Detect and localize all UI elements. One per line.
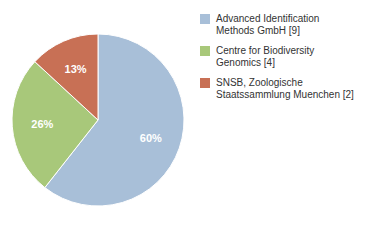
legend-label-line: Advanced Identification xyxy=(216,13,319,24)
data-label: 60% xyxy=(140,132,162,144)
legend-label-line: Methods GmbH [9] xyxy=(216,25,300,36)
legend: Advanced IdentificationMethods GmbH [9] C… xyxy=(200,13,354,100)
legend-label-line: Genomics [4] xyxy=(216,57,275,68)
legend-item: Centre for BiodiversityGenomics [4] xyxy=(200,45,314,68)
legend-label-line: Staatssammlung Muenchen [2] xyxy=(216,89,354,100)
legend-label: Advanced IdentificationMethods GmbH [9] xyxy=(216,13,319,36)
data-label: 26% xyxy=(31,118,53,130)
pie-slice xyxy=(35,34,98,120)
data-labels: 60% 26% 13% xyxy=(31,63,162,144)
legend-label-line: Centre for Biodiversity xyxy=(216,45,314,56)
legend-label: Centre for BiodiversityGenomics [4] xyxy=(216,45,314,68)
data-label: 13% xyxy=(65,63,87,75)
pie xyxy=(12,34,184,206)
legend-swatch xyxy=(200,14,210,24)
legend-label-line: SNSB, Zoologische xyxy=(216,77,303,88)
legend-swatch xyxy=(200,46,210,56)
legend-swatch xyxy=(200,78,210,88)
chart: 60% 26% 13% Advanced IdentificationMethods … xyxy=(0,0,380,240)
legend-item: SNSB, ZoologischeStaatssammlung Muenchen… xyxy=(200,77,354,100)
legend-label: SNSB, ZoologischeStaatssammlung Muenchen… xyxy=(216,77,354,100)
legend-item: Advanced IdentificationMethods GmbH [9] xyxy=(200,13,319,36)
